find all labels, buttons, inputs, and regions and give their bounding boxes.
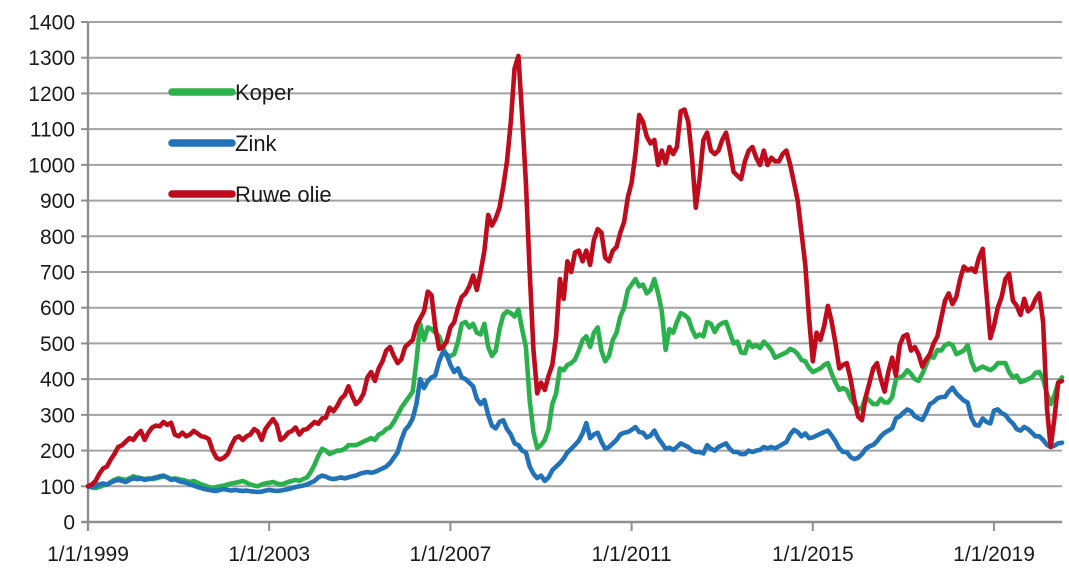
x-tick-label: 1/1/1999 xyxy=(47,543,129,566)
y-tick-label: 300 xyxy=(40,404,75,427)
y-tick-label: 1200 xyxy=(28,83,75,106)
y-tick-label: 400 xyxy=(40,369,75,392)
series-lines xyxy=(85,53,1065,495)
y-axis-labels: 0 100 200 300 400 500 600 700 800 900 1000 1100 1200… xyxy=(28,12,75,535)
x-tick-label: 1/1/2003 xyxy=(228,543,310,566)
gridlines xyxy=(88,21,1062,488)
y-tick-label: 1100 xyxy=(30,119,75,142)
legend: Koper Zink Ruwe olie xyxy=(168,80,332,207)
x-tick-label: 1/1/2007 xyxy=(410,543,492,566)
legend-item-zink: Zink xyxy=(168,131,278,156)
zink-line xyxy=(85,349,1065,495)
ruwe-olie-legend-label: Ruwe olie xyxy=(235,182,332,207)
y-tick-label: 800 xyxy=(40,226,75,249)
y-tick-label: 0 xyxy=(63,512,75,535)
koper-legend-label: Koper xyxy=(235,80,294,105)
x-tick-label: 1/1/2011 xyxy=(592,543,672,566)
legend-item-ruwe-olie: Ruwe olie xyxy=(168,182,332,207)
koper-line xyxy=(85,276,1065,491)
legend-item-koper: Koper xyxy=(168,80,294,105)
axes xyxy=(82,22,1062,531)
x-tick-label: 1/1/2015 xyxy=(772,543,854,566)
x-axis-ticks xyxy=(87,522,996,531)
y-tick-label: 100 xyxy=(40,476,75,499)
y-tick-label: 1400 xyxy=(28,12,75,35)
y-tick-label: 500 xyxy=(40,333,75,356)
zink-legend-label: Zink xyxy=(235,131,278,156)
y-tick-label: 1000 xyxy=(28,154,75,177)
x-tick-label: 1/1/2019 xyxy=(953,543,1035,566)
y-tick-label: 700 xyxy=(40,262,75,285)
y-tick-label: 200 xyxy=(40,440,75,463)
y-axis-ticks xyxy=(81,21,88,523)
y-tick-label: 600 xyxy=(40,297,75,320)
ruwe-olie-line xyxy=(85,53,1065,489)
y-tick-label: 1300 xyxy=(28,47,75,70)
x-axis-labels: 1/1/1999 1/1/2003 1/1/2007 1/1/2011 1/1/2015… xyxy=(47,543,1035,566)
y-tick-label: 900 xyxy=(40,190,75,213)
